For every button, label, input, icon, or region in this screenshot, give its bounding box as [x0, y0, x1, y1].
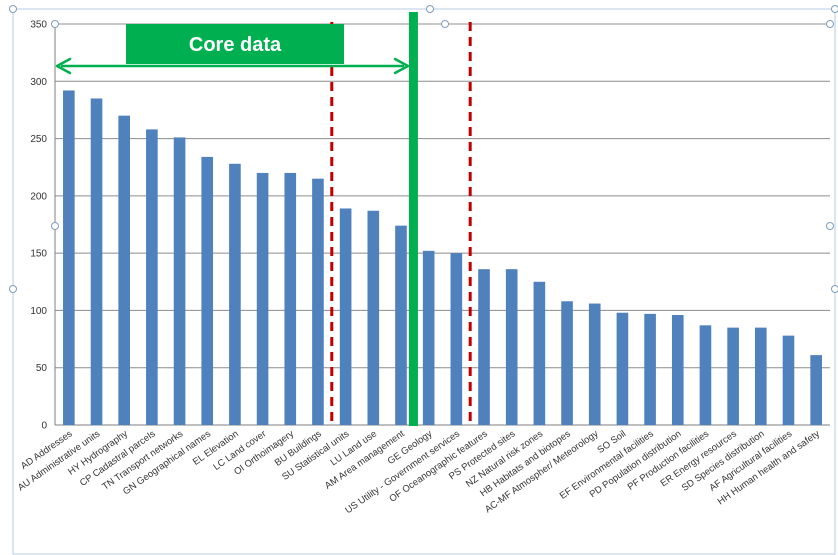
bar	[561, 301, 573, 425]
y-tick-label: 250	[30, 134, 47, 145]
bar	[367, 210, 380, 425]
selection-handle	[826, 222, 834, 230]
bar	[810, 355, 822, 425]
bar	[173, 137, 186, 425]
y-tick-label: 50	[36, 363, 48, 374]
arrow-head-left	[55, 57, 72, 75]
y-tick-label: 350	[30, 20, 47, 31]
bar	[533, 281, 546, 425]
bar	[63, 90, 75, 426]
selection-handle	[9, 285, 17, 293]
selection-handle	[51, 20, 59, 28]
bar	[671, 315, 684, 425]
bar	[256, 172, 269, 425]
selection-handle	[441, 20, 449, 28]
y-tick-label: 150	[30, 249, 47, 260]
selection-handle	[831, 285, 838, 293]
bar	[395, 225, 407, 425]
bar	[284, 172, 297, 425]
selection-handle	[831, 5, 838, 13]
bar	[229, 163, 241, 425]
bar	[727, 327, 739, 425]
bar	[616, 312, 629, 425]
bar	[699, 325, 712, 425]
selection-handle	[826, 20, 834, 28]
bar	[146, 129, 158, 426]
bar	[422, 250, 435, 425]
y-tick-label: 100	[30, 306, 47, 317]
bar	[312, 178, 324, 425]
bar	[644, 313, 656, 425]
chart-frame	[12, 8, 836, 555]
bar	[782, 335, 795, 425]
bar	[505, 269, 518, 425]
y-tick-label: 0	[41, 421, 47, 432]
bar	[588, 303, 601, 425]
core-boundary-line	[408, 12, 418, 426]
y-tick-label: 300	[30, 77, 47, 88]
bar	[339, 208, 352, 425]
core-data-label: Core data	[189, 34, 282, 56]
selection-handle	[51, 222, 59, 230]
arrow-head-right	[393, 57, 410, 75]
bar	[478, 269, 490, 425]
y-tick-label: 200	[30, 191, 47, 202]
bar	[754, 327, 767, 425]
bar	[90, 98, 103, 425]
bar	[450, 253, 463, 425]
bar	[118, 115, 131, 426]
bar	[201, 156, 214, 425]
selection-handle	[9, 5, 17, 13]
selection-handle	[426, 5, 434, 13]
core-data-box	[126, 24, 344, 64]
